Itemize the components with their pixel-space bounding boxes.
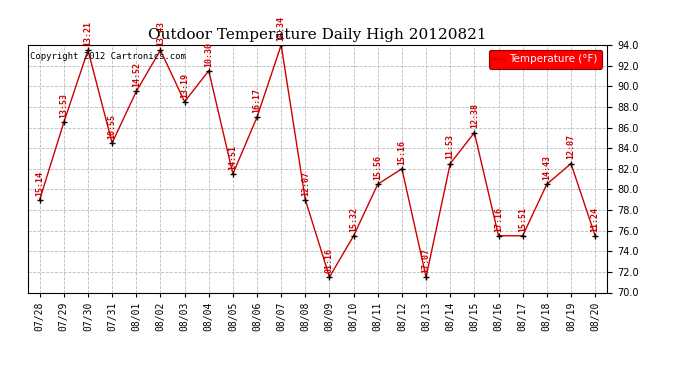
Text: 13:21: 13:21 xyxy=(83,21,92,46)
Text: 11:53: 11:53 xyxy=(446,134,455,159)
Text: 12:07: 12:07 xyxy=(301,171,310,195)
Text: Copyright 2012 Cartronics.com: Copyright 2012 Cartronics.com xyxy=(30,53,186,62)
Text: 17:16: 17:16 xyxy=(494,207,503,232)
Text: 13:53: 13:53 xyxy=(59,93,68,118)
Text: 17:07: 17:07 xyxy=(422,248,431,273)
Text: 15:32: 15:32 xyxy=(349,207,358,232)
Text: 10:30: 10:30 xyxy=(204,42,213,67)
Legend: Temperature (°F): Temperature (°F) xyxy=(489,50,602,69)
Text: 01:16: 01:16 xyxy=(325,248,334,273)
Text: 16:17: 16:17 xyxy=(253,88,262,113)
Text: 13:43: 13:43 xyxy=(156,21,165,46)
Text: 14:34: 14:34 xyxy=(277,16,286,41)
Text: 15:14: 15:14 xyxy=(35,171,44,195)
Text: 14:51: 14:51 xyxy=(228,145,237,170)
Text: 15:56: 15:56 xyxy=(373,155,382,180)
Text: 12:07: 12:07 xyxy=(566,134,575,159)
Text: 15:16: 15:16 xyxy=(397,140,406,165)
Text: 10:55: 10:55 xyxy=(108,114,117,139)
Text: 13:19: 13:19 xyxy=(180,72,189,98)
Text: 12:38: 12:38 xyxy=(470,104,479,129)
Title: Outdoor Temperature Daily High 20120821: Outdoor Temperature Daily High 20120821 xyxy=(148,28,486,42)
Text: 14:43: 14:43 xyxy=(542,155,551,180)
Text: 11:24: 11:24 xyxy=(591,207,600,232)
Text: 15:51: 15:51 xyxy=(518,207,527,232)
Text: 14:52: 14:52 xyxy=(132,62,141,87)
